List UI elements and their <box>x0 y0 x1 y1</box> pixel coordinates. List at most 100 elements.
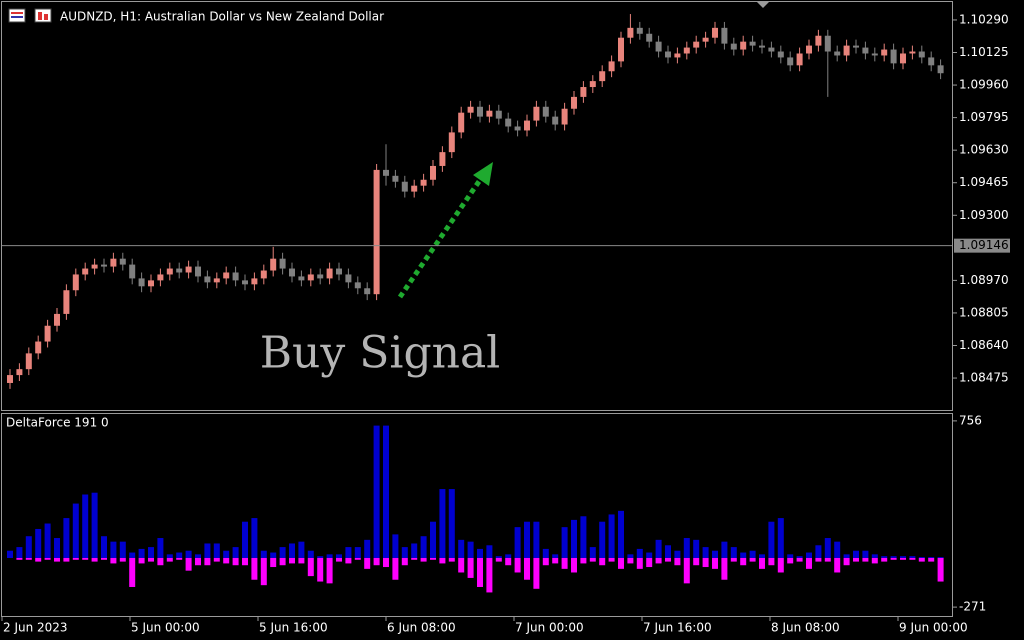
bar <box>439 557 446 564</box>
bar <box>82 557 89 560</box>
bar <box>815 557 822 562</box>
bar <box>7 550 13 558</box>
bar <box>721 541 728 558</box>
candle-body <box>260 270 267 279</box>
bar <box>298 541 305 558</box>
candle-body <box>317 274 324 279</box>
bar <box>298 557 305 564</box>
bar <box>683 557 690 584</box>
bar <box>458 557 465 573</box>
bar <box>195 554 201 558</box>
bar <box>345 557 352 564</box>
bar <box>54 538 60 558</box>
bar <box>16 557 23 560</box>
bar <box>599 521 606 558</box>
candle-body <box>82 268 89 275</box>
candle-body <box>589 81 596 88</box>
y-tick-label: 1.09795 <box>959 110 1009 124</box>
bar <box>467 541 474 558</box>
bar <box>383 557 389 568</box>
y-tick-label: 1.10125 <box>959 45 1009 59</box>
candle-body <box>843 45 850 56</box>
bar <box>91 557 98 562</box>
candle-body <box>683 47 690 54</box>
bar <box>890 557 897 560</box>
bar <box>354 547 361 558</box>
bar <box>712 557 718 569</box>
bar <box>138 557 145 564</box>
bar <box>420 536 427 558</box>
candle-body <box>232 272 239 281</box>
bar <box>101 536 107 558</box>
candle-body <box>148 280 154 287</box>
y-tick-label: 1.09465 <box>959 175 1009 189</box>
bar <box>730 557 737 562</box>
bar <box>195 557 201 566</box>
bar <box>918 557 925 558</box>
candle-body <box>740 41 747 50</box>
bar <box>411 557 418 560</box>
chart-title: AUDNZD, H1: Australian Dollar vs New Zea… <box>60 10 384 24</box>
bar <box>307 550 314 558</box>
bar <box>477 557 483 587</box>
bar <box>749 550 756 558</box>
bar <box>937 557 944 582</box>
y-tick-label: 756 <box>959 413 982 427</box>
bar <box>251 557 258 580</box>
candle-body <box>119 258 126 265</box>
bar <box>552 557 559 564</box>
candle-body <box>495 110 502 119</box>
candle-body <box>542 106 549 117</box>
bar <box>242 557 248 566</box>
bar <box>44 557 51 560</box>
bar <box>514 527 521 558</box>
x-tick-label: 7 Jun 16:00 <box>643 621 712 635</box>
bar <box>260 557 267 586</box>
bar <box>636 557 643 569</box>
bar <box>768 521 775 558</box>
candle-body <box>7 375 13 383</box>
bar <box>63 557 70 562</box>
bar <box>101 557 107 560</box>
bar <box>589 547 596 558</box>
candle-body <box>35 341 42 354</box>
bar <box>900 557 906 560</box>
candle-body <box>768 47 775 52</box>
bar <box>636 548 643 558</box>
bar <box>401 557 408 566</box>
bar <box>185 557 192 571</box>
bar <box>740 552 747 558</box>
bar <box>82 494 89 558</box>
bar <box>900 556 906 558</box>
candle-body <box>806 45 812 54</box>
bar <box>599 557 606 566</box>
bar <box>618 557 624 569</box>
candle-body <box>72 274 79 291</box>
candle-body <box>477 106 483 117</box>
candle-body <box>336 268 342 275</box>
candle-body <box>213 278 220 283</box>
candle-body <box>383 169 389 176</box>
bar <box>326 554 333 558</box>
bar <box>373 557 380 566</box>
x-tick-label: 8 Jun 08:00 <box>771 621 840 635</box>
bar <box>185 550 192 558</box>
candle-body <box>204 276 211 283</box>
candle-body <box>326 268 333 279</box>
bar <box>373 425 380 558</box>
candle-body <box>853 45 859 48</box>
bar <box>251 518 258 558</box>
icon <box>44 14 48 20</box>
bar <box>270 552 277 558</box>
candle-body <box>561 108 568 125</box>
bar <box>505 554 512 558</box>
candle-body <box>571 96 577 109</box>
bar <box>223 550 230 558</box>
bar <box>702 557 709 568</box>
candle-body <box>270 258 277 271</box>
bar <box>768 557 775 566</box>
bar <box>16 547 23 558</box>
bar <box>204 557 211 566</box>
candle-body <box>712 27 718 38</box>
bar <box>524 557 530 580</box>
